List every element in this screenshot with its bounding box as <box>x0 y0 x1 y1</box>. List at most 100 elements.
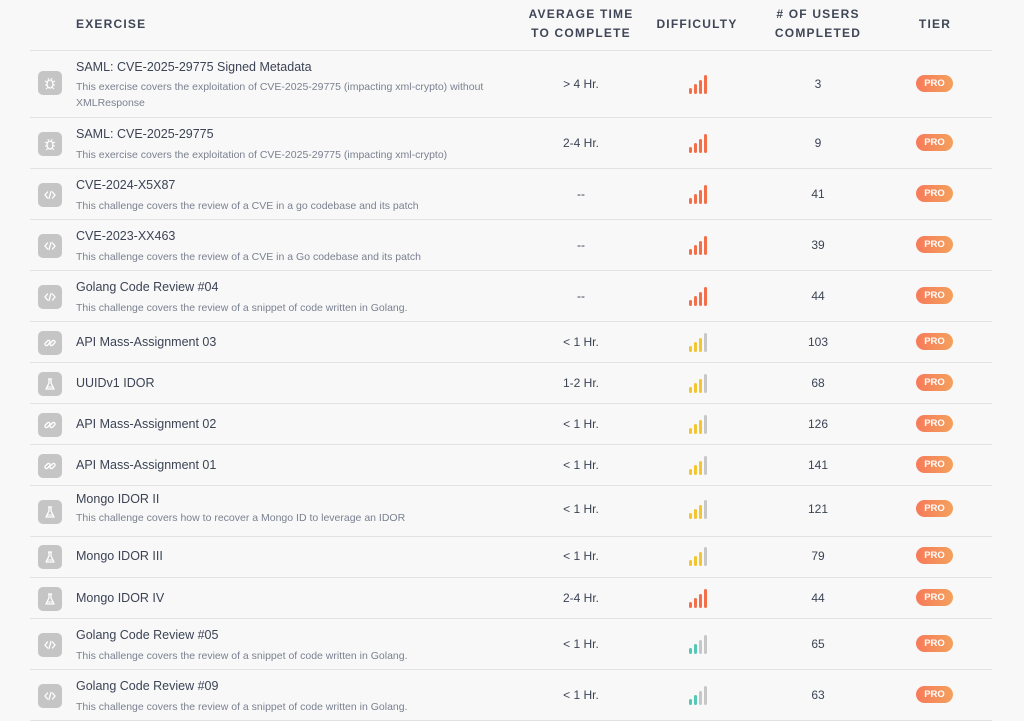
exercise-title[interactable]: Mongo IDOR II <box>76 492 160 506</box>
table-row[interactable]: Mongo IDOR III < 1 Hr. 79 PRO <box>30 537 992 578</box>
average-time: -- <box>577 238 585 252</box>
exercise-column-header[interactable]: EXERCISE <box>76 17 147 31</box>
exercise-title[interactable]: API Mass-Assignment 01 <box>76 458 217 472</box>
table-header: EXERCISE AVERAGE TIME TO COMPLETE DIFFICU… <box>30 0 992 51</box>
table-row[interactable]: CVE-2024-X5X87 This challenge covers the … <box>30 169 992 220</box>
tier-badge: PRO <box>916 589 953 606</box>
table-row[interactable]: Golang Code Review #04 This challenge cov… <box>30 271 992 322</box>
difficulty-bar <box>689 198 692 204</box>
difficulty-medium-icon <box>689 332 709 352</box>
difficulty-medium-icon <box>689 455 709 475</box>
difficulty-bar <box>694 383 697 393</box>
difficulty-hard-icon <box>689 588 709 608</box>
time-column-header[interactable]: AVERAGE TIME TO COMPLETE <box>528 7 634 40</box>
difficulty-hard-icon <box>689 184 709 204</box>
tier-badge: PRO <box>916 75 953 92</box>
difficulty-bar <box>704 415 707 434</box>
table-row[interactable]: UUIDv1 IDOR 1-2 Hr. 68 PRO <box>30 363 992 404</box>
difficulty-bar <box>699 379 702 393</box>
exercise-title[interactable]: SAML: CVE-2025-29775 Signed Metadata <box>76 60 312 74</box>
users-completed: 63 <box>811 688 825 702</box>
table-row[interactable]: Mongo IDOR IV 2-4 Hr. 44 PRO <box>30 578 992 619</box>
average-time: 1-2 Hr. <box>562 376 599 390</box>
table-row[interactable]: API Mass-Assignment 02 < 1 Hr. 126 PRO <box>30 404 992 445</box>
table-row[interactable]: SAML: CVE-2025-29775 Signed Metadata This… <box>30 51 992 118</box>
tier-badge: PRO <box>916 333 953 350</box>
difficulty-bar <box>689 560 692 566</box>
difficulty-bar <box>704 185 707 204</box>
exercise-title[interactable]: SAML: CVE-2025-29775 <box>76 127 214 141</box>
difficulty-bar <box>699 691 702 705</box>
exercise-description: This challenge covers how to recover a M… <box>76 512 406 524</box>
difficulty-medium-icon <box>689 546 709 566</box>
exercise-description: This exercise covers the exploitation of… <box>76 81 484 109</box>
code-icon <box>38 633 62 657</box>
difficulty-bar <box>704 686 707 705</box>
difficulty-hard-icon <box>689 235 709 255</box>
average-time: < 1 Hr. <box>563 549 599 563</box>
difficulty-bar <box>704 547 707 566</box>
difficulty-medium-icon <box>689 414 709 434</box>
average-time: -- <box>577 289 585 303</box>
difficulty-bar <box>694 296 697 306</box>
table-row[interactable]: API Mass-Assignment 01 < 1 Hr. 141 PRO <box>30 445 992 486</box>
exercise-title[interactable]: Golang Code Review #05 <box>76 628 219 642</box>
users-completed: 9 <box>814 136 822 150</box>
users-column-header[interactable]: # OF USERS COMPLETED <box>774 7 862 40</box>
users-completed: 79 <box>811 549 825 563</box>
difficulty-bar <box>694 342 697 352</box>
tier-badge: PRO <box>916 547 953 564</box>
difficulty-bar <box>699 80 702 94</box>
difficulty-bar <box>704 500 707 519</box>
difficulty-bar <box>704 287 707 306</box>
users-completed: 44 <box>811 289 825 303</box>
exercise-title[interactable]: CVE-2023-XX463 <box>76 229 176 243</box>
average-time: < 1 Hr. <box>563 502 599 516</box>
exercise-title[interactable]: Mongo IDOR IV <box>76 591 165 605</box>
exercise-title[interactable]: Golang Code Review #04 <box>76 280 219 294</box>
difficulty-bar <box>694 644 697 654</box>
table-row[interactable]: Golang Code Review #05 This challenge cov… <box>30 619 992 670</box>
difficulty-bar <box>694 598 697 608</box>
difficulty-bar <box>704 456 707 475</box>
tier-column-header[interactable]: TIER <box>918 17 952 31</box>
table-row[interactable]: Mongo IDOR II This challenge covers how t… <box>30 486 992 537</box>
users-completed: 68 <box>811 376 825 390</box>
users-completed: 65 <box>811 637 825 651</box>
exercise-title[interactable]: Golang Code Review #09 <box>76 679 219 693</box>
tier-badge: PRO <box>916 287 953 304</box>
difficulty-hard-icon <box>689 74 709 94</box>
difficulty-bar <box>694 424 697 434</box>
exercise-title[interactable]: API Mass-Assignment 03 <box>76 335 217 349</box>
users-completed: 103 <box>807 335 829 349</box>
average-time: < 1 Hr. <box>563 637 599 651</box>
exercise-title[interactable]: UUIDv1 IDOR <box>76 376 155 390</box>
users-completed: 126 <box>807 417 829 431</box>
difficulty-bar <box>704 236 707 255</box>
difficulty-column-header[interactable]: DIFFICULTY <box>656 17 738 31</box>
difficulty-easy-icon <box>689 685 709 705</box>
tier-badge: PRO <box>916 134 953 151</box>
table-row[interactable]: Golang Code Review #09 This challenge cov… <box>30 670 992 721</box>
users-completed: 39 <box>811 238 825 252</box>
tier-badge: PRO <box>916 686 953 703</box>
tier-badge: PRO <box>916 635 953 652</box>
difficulty-bar <box>699 505 702 519</box>
average-time: < 1 Hr. <box>563 458 599 472</box>
table-row[interactable]: CVE-2023-XX463 This challenge covers the … <box>30 220 992 271</box>
bug-icon <box>38 132 62 156</box>
exercise-title[interactable]: CVE-2024-X5X87 <box>76 178 176 192</box>
table-row[interactable]: API Mass-Assignment 03 < 1 Hr. 103 PRO <box>30 322 992 363</box>
difficulty-bar <box>699 461 702 475</box>
exercise-title[interactable]: API Mass-Assignment 02 <box>76 417 217 431</box>
exercise-title[interactable]: Mongo IDOR III <box>76 549 163 563</box>
tier-badge: PRO <box>916 500 953 517</box>
exercise-table: EXERCISE AVERAGE TIME TO COMPLETE DIFFICU… <box>30 0 992 721</box>
link-icon <box>38 454 62 478</box>
exercise-description: This challenge covers the review of a CV… <box>76 251 421 263</box>
difficulty-medium-icon <box>689 373 709 393</box>
table-row[interactable]: SAML: CVE-2025-29775 This exercise covers… <box>30 118 992 169</box>
average-time: > 4 Hr. <box>563 77 599 91</box>
difficulty-bar <box>699 552 702 566</box>
code-icon <box>38 234 62 258</box>
